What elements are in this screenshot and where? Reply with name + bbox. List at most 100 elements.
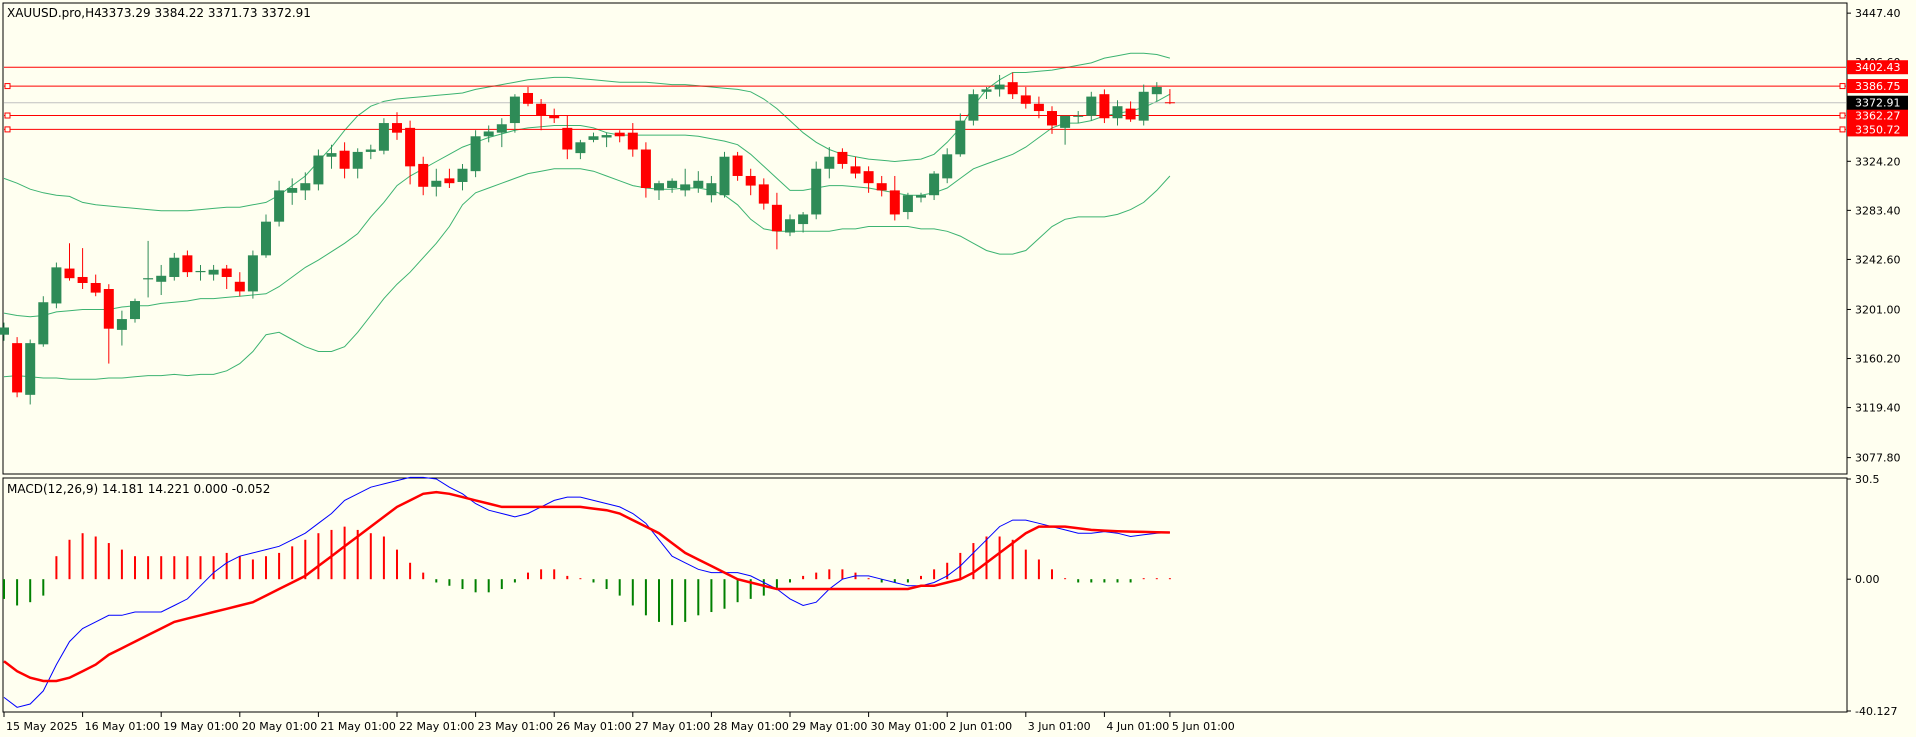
candle-body xyxy=(116,319,127,330)
level-price-tag: 3402.43 xyxy=(1855,61,1901,74)
time-tick-label: 2 Jun 01:00 xyxy=(949,720,1012,733)
price-tick-label: 3077.80 xyxy=(1855,452,1901,465)
candle-body xyxy=(785,219,795,233)
candle-body xyxy=(1125,108,1136,120)
candle-body xyxy=(968,94,979,121)
candle-body xyxy=(562,127,573,150)
candle-body xyxy=(64,268,75,279)
candle-body xyxy=(378,123,389,151)
level-anchor-icon xyxy=(1839,112,1846,119)
candle-body xyxy=(916,195,926,198)
candle-body xyxy=(640,149,651,188)
candle-body xyxy=(0,327,9,335)
candle-body xyxy=(1099,94,1110,119)
level-price-tag: 3386.75 xyxy=(1855,80,1901,93)
candle-body xyxy=(1138,91,1149,121)
time-tick-label: 16 May 01:00 xyxy=(85,720,160,733)
candle-body xyxy=(994,84,1005,90)
macd-tick-label: 0.00 xyxy=(1855,573,1880,586)
level-anchor-icon xyxy=(4,83,11,90)
price-tick-label: 3119.40 xyxy=(1855,402,1901,415)
candle-body xyxy=(902,195,913,213)
candle-body xyxy=(1086,96,1097,116)
current-price-tag: 3372.91 xyxy=(1855,97,1901,110)
time-tick-label: 3 Jun 01:00 xyxy=(1028,720,1091,733)
candle-body xyxy=(352,151,363,169)
candle-body xyxy=(431,180,442,187)
candle-body xyxy=(470,136,481,172)
time-tick-label: 26 May 01:00 xyxy=(556,720,631,733)
candle-body xyxy=(1007,82,1018,95)
candle-body xyxy=(680,184,691,191)
candle-body xyxy=(444,178,455,184)
candle-body xyxy=(25,343,36,395)
candle-body xyxy=(719,156,730,196)
candle-body xyxy=(38,302,49,345)
candle-body xyxy=(850,166,861,174)
candle-body xyxy=(234,281,245,292)
time-axis[interactable]: 15 May 2025 16 May 01:00 19 May 01:00 20 Ma… xyxy=(3,712,1235,733)
candle-body xyxy=(1151,86,1162,95)
candle-body xyxy=(1112,106,1123,119)
macd-axis[interactable]: 30.5 0.00 -40.127 xyxy=(1847,473,1897,718)
level-price-tag: 3350.72 xyxy=(1855,123,1901,136)
candle-body xyxy=(483,131,494,137)
candle-body xyxy=(1073,115,1084,117)
price-tick-label: 3283.40 xyxy=(1855,204,1901,217)
candle-body xyxy=(706,183,717,196)
level-price-tag-bg xyxy=(1847,108,1908,123)
candle-body xyxy=(981,89,992,92)
time-tick-label: 29 May 01:00 xyxy=(792,720,867,733)
macd-plot xyxy=(3,476,1171,708)
bollinger-middle-line xyxy=(3,93,1171,318)
price-tick-label: 3447.40 xyxy=(1855,7,1901,20)
level-anchor-icon xyxy=(1839,83,1846,90)
candle-body xyxy=(824,156,835,169)
candle-body xyxy=(274,190,285,222)
symbol-label: XAUUSD.pro,H4 xyxy=(7,6,102,20)
candle-body xyxy=(221,268,232,277)
price-axis[interactable]: 3447.403406.603365.803324.203283.403242.… xyxy=(1847,7,1908,465)
bollinger-lower-line xyxy=(3,168,1171,380)
candle-body xyxy=(732,155,743,176)
level-price-tag-bg xyxy=(1847,122,1908,137)
ohlc-readout: 3373.29 3384.22 3371.73 3372.91 xyxy=(101,6,311,20)
candle-body xyxy=(1164,102,1175,104)
candle-body xyxy=(90,282,101,293)
level-price-tag: 3362.27 xyxy=(1855,110,1901,123)
macd-tick-label: -40.127 xyxy=(1855,705,1897,718)
level-price-tag-bg xyxy=(1847,79,1908,94)
candle-body xyxy=(169,257,180,277)
candle-body xyxy=(863,171,874,184)
price-panel-frame[interactable] xyxy=(2,2,1848,475)
candle-body xyxy=(1060,115,1071,128)
candle-body xyxy=(156,275,167,282)
candle-body xyxy=(667,180,678,188)
candle-body xyxy=(182,255,193,273)
time-tick-label: 19 May 01:00 xyxy=(163,720,238,733)
current-price-tag-bg xyxy=(1847,95,1908,110)
time-tick-label: 20 May 01:00 xyxy=(242,720,317,733)
candle-body xyxy=(693,180,704,188)
candle-body xyxy=(549,115,560,119)
level-price-tag-bg xyxy=(1847,60,1908,75)
candle-body xyxy=(247,255,258,292)
time-tick-label: 21 May 01:00 xyxy=(320,720,395,733)
candle-body xyxy=(758,184,769,204)
candle-body xyxy=(536,103,547,116)
candle-body xyxy=(392,123,402,133)
candle-body xyxy=(889,190,900,215)
time-tick-label: 4 Jun 01:00 xyxy=(1106,720,1169,733)
candle-body xyxy=(287,187,298,193)
candle-body xyxy=(365,149,376,152)
candle-body xyxy=(745,175,756,186)
candle-body xyxy=(418,163,429,187)
time-tick-label: 23 May 01:00 xyxy=(478,720,553,733)
candle-body xyxy=(942,154,953,179)
candle-body xyxy=(12,343,23,393)
price-tick-label: 3160.20 xyxy=(1855,353,1901,366)
candle-body xyxy=(130,301,140,320)
time-tick-label: 28 May 01:00 xyxy=(713,720,788,733)
